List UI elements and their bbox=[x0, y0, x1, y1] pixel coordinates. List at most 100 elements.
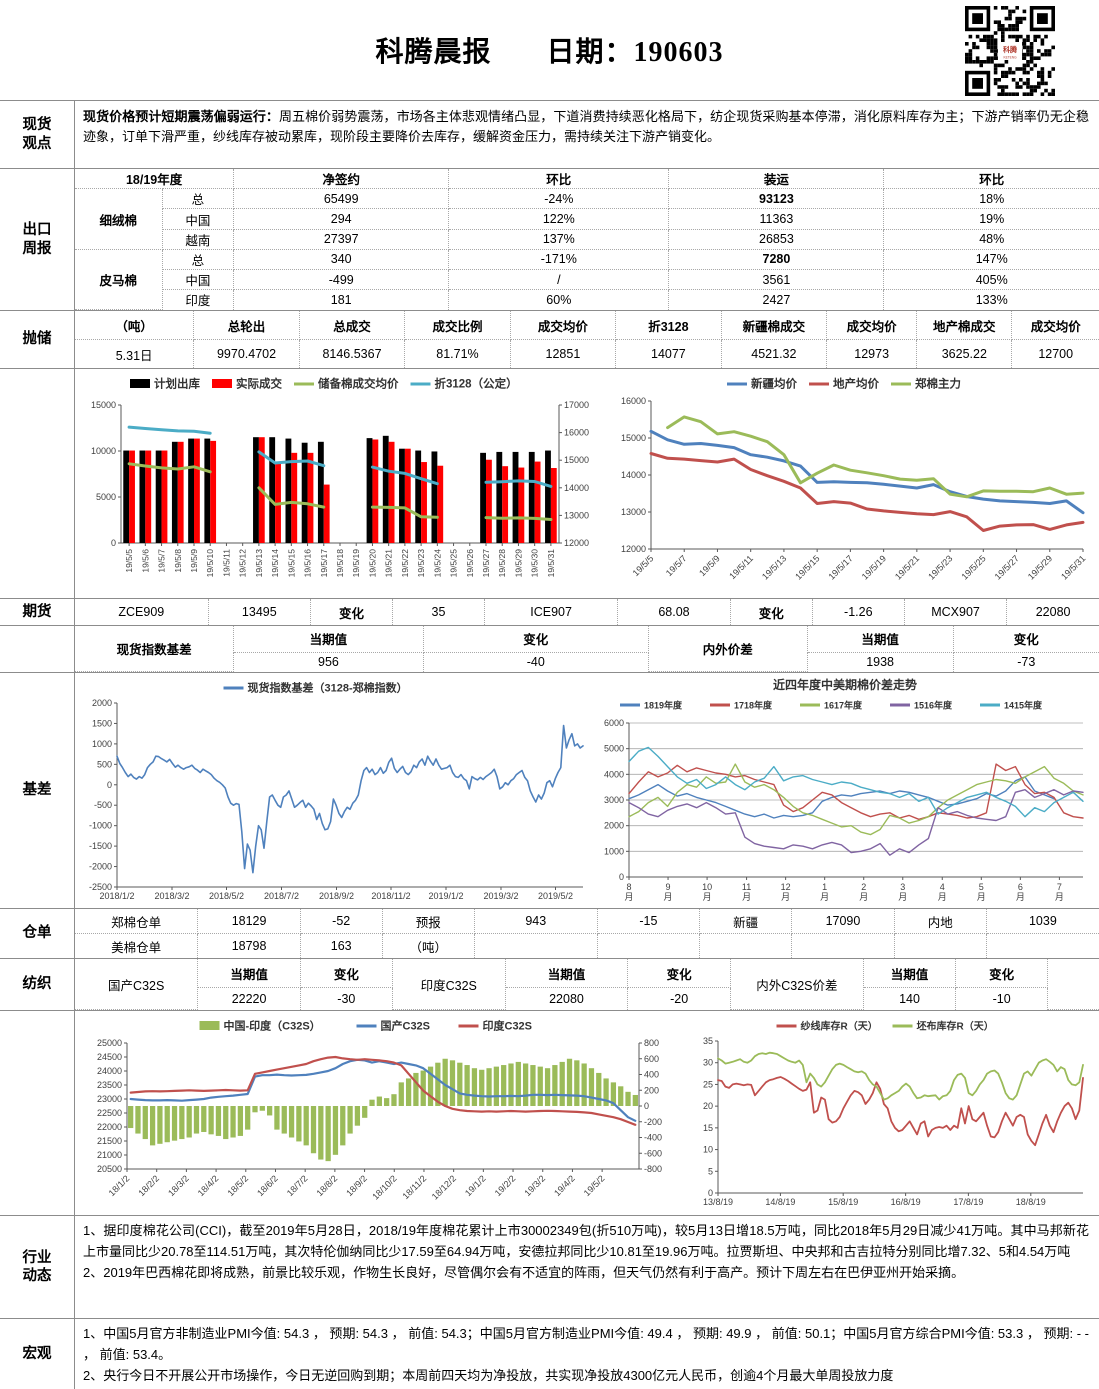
svg-text:21000: 21000 bbox=[97, 1150, 122, 1160]
export-cell: 294 bbox=[233, 208, 450, 230]
svg-text:19/5/27: 19/5/27 bbox=[481, 548, 491, 577]
svg-text:新疆均价: 新疆均价 bbox=[751, 376, 797, 390]
industry-item-2: 2、2019年巴西棉花即将成熟，前景比较乐观，作物生长良好，尽管偶尔会有不适宜的… bbox=[83, 1265, 965, 1281]
export-cell: 147% bbox=[883, 248, 1099, 271]
export-cell: 181 bbox=[233, 289, 450, 310]
svg-text:郑棉主力: 郑棉主力 bbox=[915, 376, 961, 390]
export-cell: -171% bbox=[448, 248, 670, 271]
svg-text:国产C32S: 国产C32S bbox=[381, 1019, 431, 1033]
export-row-label: 中国 bbox=[162, 208, 235, 230]
svg-text:11月: 11 月 bbox=[742, 882, 751, 902]
export-cell: 27397 bbox=[233, 228, 450, 250]
svg-text:19/5/14: 19/5/14 bbox=[270, 548, 280, 577]
svg-text:-2000: -2000 bbox=[89, 861, 112, 871]
receipts-cell: 17090 bbox=[791, 909, 895, 934]
section-spot-view: 现货观点 现货价格预计短期震荡偏弱运行：周五棉价弱势震荡，市场各主体悲观情绪凸显… bbox=[0, 100, 1099, 168]
section-label-basis: 基差 bbox=[0, 673, 75, 908]
svg-text:600: 600 bbox=[644, 1054, 659, 1064]
svg-text:实际成交: 实际成交 bbox=[236, 376, 282, 390]
export-cell: 133% bbox=[883, 289, 1099, 310]
reserve-cell: 81.71% bbox=[404, 339, 511, 368]
svg-text:19/4/2: 19/4/2 bbox=[552, 1173, 577, 1198]
svg-text:19/5/10: 19/5/10 bbox=[205, 548, 215, 577]
svg-text:19/5/25: 19/5/25 bbox=[449, 548, 459, 577]
svg-text:0: 0 bbox=[619, 872, 624, 882]
svg-text:-600: -600 bbox=[644, 1148, 662, 1158]
basis-chg-header2: 变化 bbox=[952, 626, 1099, 653]
svg-text:19/5/22: 19/5/22 bbox=[400, 548, 410, 577]
svg-text:0: 0 bbox=[107, 779, 112, 789]
futures-value: 22080 bbox=[1006, 599, 1099, 625]
svg-text:13000: 13000 bbox=[621, 507, 646, 517]
futures-value: -1.26 bbox=[811, 599, 905, 625]
svg-text:-500: -500 bbox=[94, 800, 112, 810]
svg-text:13/8/19: 13/8/19 bbox=[703, 1197, 733, 1207]
svg-text:24000: 24000 bbox=[97, 1066, 122, 1076]
reserve-cell: 4521.32 bbox=[720, 339, 828, 368]
textile-cur-header: 当期值 bbox=[504, 959, 629, 989]
c32s-yarn-chart: 中国-印度（C32S） 国产C32S 印度C32S 20500 21000 21500 22… bbox=[75, 1013, 685, 1213]
svg-text:坯布库存R（天）: 坯布库存R（天） bbox=[917, 1020, 994, 1033]
svg-text:12月: 12 月 bbox=[781, 882, 791, 902]
section-label-reserve: 抛储 bbox=[0, 311, 75, 368]
svg-text:18/10/2: 18/10/2 bbox=[370, 1173, 398, 1201]
futures-value: 68.08 bbox=[617, 599, 731, 625]
svg-text:0: 0 bbox=[111, 538, 116, 548]
svg-text:18/12/2: 18/12/2 bbox=[430, 1173, 458, 1201]
macro-news: 1、中国5月官方非制造业PMI今值: 54.3 ， 预期: 54.3 ， 前值:… bbox=[75, 1319, 1099, 1388]
section-basis-table: 现货指数基差 当期值 变化 内外价差 当期值 变化 956 -40 1938 -… bbox=[0, 625, 1099, 672]
spot-view-lead: 现货价格预计短期震荡偏弱运行： bbox=[83, 109, 279, 124]
svg-text:-1500: -1500 bbox=[89, 841, 112, 851]
export-header-net-sign: 净签约 bbox=[233, 169, 450, 190]
reserve-cell: 8146.5367 bbox=[298, 339, 406, 368]
svg-text:800: 800 bbox=[644, 1038, 659, 1048]
export-cell: 11363 bbox=[668, 208, 885, 230]
svg-text:14000: 14000 bbox=[621, 470, 646, 480]
svg-text:15: 15 bbox=[703, 1123, 713, 1133]
section-label-spot-view: 现货观点 bbox=[0, 101, 75, 168]
basis-cur-header: 当期值 bbox=[233, 626, 424, 653]
export-header-year: 18/19年度 bbox=[75, 169, 235, 190]
svg-text:18/1/2: 18/1/2 bbox=[107, 1173, 132, 1198]
basis-inout-label: 内外价差 bbox=[647, 626, 808, 672]
svg-text:19/5/5: 19/5/5 bbox=[124, 548, 134, 572]
svg-text:16000: 16000 bbox=[621, 396, 646, 406]
svg-text:计划出库: 计划出库 bbox=[154, 376, 200, 390]
qr-code: 科腾 KETENG bbox=[965, 6, 1055, 96]
svg-text:12000: 12000 bbox=[621, 544, 646, 554]
svg-text:1516年度: 1516年度 bbox=[914, 699, 953, 710]
svg-text:10000: 10000 bbox=[91, 446, 116, 456]
receipts-cell bbox=[893, 933, 987, 958]
reserve-header: （吨） bbox=[75, 311, 195, 340]
svg-text:10月: 10 月 bbox=[702, 882, 712, 902]
svg-text:-2500: -2500 bbox=[89, 882, 112, 892]
reserve-cell: 12851 bbox=[509, 339, 617, 368]
svg-text:3月: 3月 bbox=[898, 882, 907, 902]
export-cell: 65499 bbox=[233, 188, 450, 210]
receipts-zc-label: 郑棉仓单 bbox=[75, 909, 199, 934]
svg-text:23500: 23500 bbox=[97, 1080, 122, 1090]
svg-text:16/8/19: 16/8/19 bbox=[891, 1197, 921, 1207]
export-row-label: 印度 bbox=[162, 289, 235, 310]
export-group-pima-cotton: 皮马棉 bbox=[75, 248, 163, 311]
svg-text:纱线库存R（天）: 纱线库存R（天） bbox=[800, 1020, 878, 1033]
svg-text:22500: 22500 bbox=[97, 1108, 122, 1118]
svg-text:1718年度: 1718年度 bbox=[734, 699, 773, 710]
svg-text:19/5/31: 19/5/31 bbox=[546, 548, 556, 577]
svg-text:科腾: 科腾 bbox=[1003, 45, 1018, 54]
svg-text:地产均价: 地产均价 bbox=[833, 376, 879, 390]
macro-item-1: 1、中国5月官方非制造业PMI今值: 54.3 ， 预期: 54.3 ， 前值:… bbox=[83, 1326, 1089, 1363]
svg-text:2018/5/2: 2018/5/2 bbox=[209, 891, 244, 901]
svg-text:20500: 20500 bbox=[97, 1164, 122, 1174]
svg-text:2018/7/2: 2018/7/2 bbox=[264, 891, 299, 901]
export-group-fine-cotton: 细绒棉 bbox=[75, 188, 163, 250]
svg-text:25000: 25000 bbox=[97, 1038, 122, 1048]
export-cell: -24% bbox=[448, 188, 670, 210]
svg-text:18/4/2: 18/4/2 bbox=[196, 1173, 221, 1198]
report-title-row: 科腾晨报 日期：190603 bbox=[375, 30, 723, 70]
receipts-xj-label: 新疆 bbox=[699, 909, 793, 934]
basis-spot-cur-value: 956 bbox=[233, 651, 424, 672]
spot-view-text: 周五棉价弱势震荡，市场各主体悲观情绪凸显，下道消费持续恶化格局下，纺企现货采购基… bbox=[83, 109, 1089, 145]
basis-inout-cur-value: 1938 bbox=[806, 651, 954, 672]
export-cell: 93123 bbox=[668, 188, 885, 210]
